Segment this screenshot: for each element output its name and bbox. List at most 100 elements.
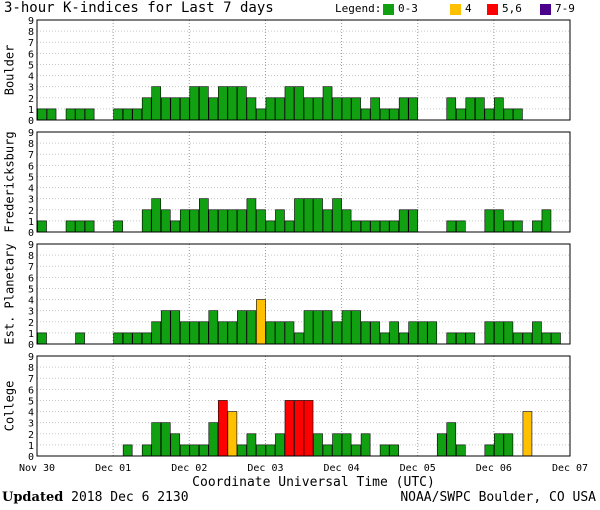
panel-frame xyxy=(36,355,571,457)
k-index-bar xyxy=(465,332,476,345)
k-index-bar xyxy=(532,321,542,345)
k-index-bar xyxy=(246,97,257,121)
k-index-bar xyxy=(179,97,190,121)
k-index-bar xyxy=(218,86,228,121)
k-index-bar xyxy=(265,220,276,233)
k-index-bar xyxy=(151,321,162,345)
k-index-bar xyxy=(484,444,495,457)
k-index-bar xyxy=(455,444,466,457)
k-index-bar xyxy=(322,86,333,121)
series-label: College xyxy=(3,381,17,432)
k-index-bar xyxy=(503,321,514,345)
y-tick-label: 0 xyxy=(28,452,34,463)
k-index-bar xyxy=(199,321,209,345)
y-tick-label: 6 xyxy=(28,161,34,172)
x-tick-label: Dec 05 xyxy=(400,463,436,474)
k-index-bar xyxy=(532,220,542,233)
k-index-bar xyxy=(351,310,361,345)
k-index-bar xyxy=(37,220,47,233)
legend-swatch-green xyxy=(383,4,394,15)
k-index-bar xyxy=(46,108,57,121)
y-tick-label: 9 xyxy=(28,240,34,251)
y-tick-label: 0 xyxy=(28,116,34,127)
k-index-bar xyxy=(360,433,371,457)
k-index-bar xyxy=(256,299,266,345)
k-index-bar xyxy=(246,198,257,233)
k-index-bar xyxy=(227,321,238,345)
k-index-bar xyxy=(275,321,285,345)
k-index-bar xyxy=(208,422,219,457)
k-index-bar xyxy=(484,209,495,233)
updated-label: Updated xyxy=(2,490,64,505)
y-tick-label: 8 xyxy=(28,251,34,262)
k-index-bar xyxy=(541,332,552,345)
k-index-bar xyxy=(246,433,257,457)
k-index-bar xyxy=(313,310,323,345)
k-index-bar xyxy=(113,108,123,121)
x-tick-label: Dec 03 xyxy=(247,463,283,474)
k-index-bar xyxy=(370,97,380,121)
k-index-bar xyxy=(237,209,247,233)
source-credit: NOAA/SWPC Boulder, CO USA xyxy=(400,490,596,505)
x-tick-label: Nov 30 xyxy=(19,463,55,474)
y-tick-label: 5 xyxy=(28,172,34,183)
k-index-bar xyxy=(551,332,561,345)
k-index-bar xyxy=(313,97,323,121)
k-index-bar xyxy=(503,108,514,121)
k-index-bar xyxy=(370,220,380,233)
k-index-bar xyxy=(446,97,457,121)
k-index-bar xyxy=(541,209,552,233)
k-index-bar xyxy=(503,220,514,233)
y-tick-label: 1 xyxy=(28,441,34,452)
x-axis-label: Coordinate Universal Time (UTC) xyxy=(192,475,435,490)
k-index-bar xyxy=(494,209,504,233)
k-index-bar xyxy=(141,444,152,457)
k-index-bar xyxy=(199,444,209,457)
k-index-bar xyxy=(132,108,142,121)
y-tick-label: 7 xyxy=(28,374,34,385)
k-index-bar xyxy=(513,332,523,345)
k-index-bar xyxy=(455,332,466,345)
k-index-bar xyxy=(389,321,399,345)
updated-value: 2018 Dec 6 2130 xyxy=(71,490,189,505)
k-index-bar xyxy=(398,209,409,233)
y-tick-label: 3 xyxy=(28,419,34,430)
k-index-bar xyxy=(294,198,304,233)
k-index-bar xyxy=(141,332,152,345)
updated-line: Updated 2018 Dec 6 2130 xyxy=(2,490,189,505)
y-tick-label: 1 xyxy=(28,217,34,228)
k-index-bar xyxy=(275,433,285,457)
k-index-bar xyxy=(408,209,419,233)
k-index-bar xyxy=(303,400,314,457)
k-index-bar xyxy=(484,108,495,121)
k-index-bar xyxy=(408,321,419,345)
k-index-bar xyxy=(122,444,133,457)
k-index-bar xyxy=(237,86,247,121)
k-index-bar xyxy=(379,332,390,345)
legend-swatch-purple xyxy=(540,4,551,15)
k-index-bar xyxy=(513,108,523,121)
y-tick-label: 0 xyxy=(28,228,34,239)
k-index-bar xyxy=(408,97,419,121)
y-tick-label: 5 xyxy=(28,396,34,407)
k-index-bar xyxy=(360,321,371,345)
k-index-bar xyxy=(160,209,171,233)
x-tick-label: Dec 07 xyxy=(552,463,588,474)
k-index-bar xyxy=(313,433,323,457)
legend-label: Legend: xyxy=(335,2,382,15)
k-index-bar xyxy=(65,220,76,233)
k-index-bar xyxy=(379,444,390,457)
y-tick-label: 8 xyxy=(28,27,34,38)
panel-frame xyxy=(36,131,571,233)
k-index-bar xyxy=(218,400,228,457)
k-index-bar xyxy=(303,310,314,345)
k-index-bar xyxy=(360,108,371,121)
k-index-bar xyxy=(218,209,228,233)
y-tick-label: 7 xyxy=(28,150,34,161)
y-tick-label: 3 xyxy=(28,195,34,206)
y-tick-label: 1 xyxy=(28,105,34,116)
k-index-bar xyxy=(494,321,504,345)
k-index-bar xyxy=(75,108,85,121)
panel-frame xyxy=(36,19,571,121)
